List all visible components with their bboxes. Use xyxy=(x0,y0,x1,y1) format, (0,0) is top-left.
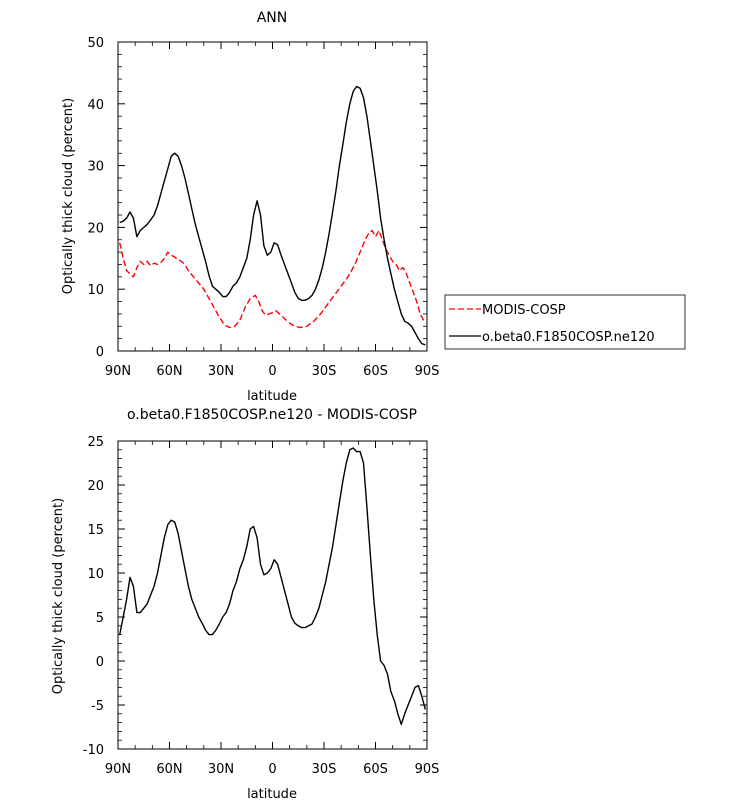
bottom-x-tick-label: 60S xyxy=(363,762,388,777)
top-panel: ANN 0 10 20 30 40 50 90N 60N 30N 0 30S 60S 90S latit… xyxy=(61,10,686,404)
bottom-x-tick-label: 30N xyxy=(208,762,234,777)
top-x-tick-label: 90S xyxy=(415,364,440,379)
bottom-y-tick-label: 20 xyxy=(87,479,104,494)
top-plot-frame xyxy=(117,41,428,352)
top-x-tick-label: 30S xyxy=(312,364,337,379)
top-x-tick-label: 90N xyxy=(105,364,131,379)
legend: MODIS-COSP o.beta0.F1850COSP.ne120 xyxy=(444,294,686,350)
top-series-line-modis-cosp xyxy=(119,229,426,329)
bottom-y-tick-label: 0 xyxy=(96,655,104,670)
top-y-tick-label: 40 xyxy=(87,98,104,113)
bottom-y-tick-label: 25 xyxy=(87,435,104,450)
top-y-tick-label: 30 xyxy=(87,160,104,175)
bottom-y-tick-label: 5 xyxy=(96,611,104,626)
bottom-panel: o.beta0.F1850COSP.ne120 - MODIS-COSP -10… xyxy=(51,407,439,802)
bottom-plot-frame xyxy=(117,440,428,750)
bottom-ticks-layer: -10 -5 0 5 10 15 20 25 90N 60N 30N 0 30S 60S 90S xyxy=(83,435,440,777)
top-y-tick-label: 50 xyxy=(87,36,104,51)
bottom-y-tick-label: 10 xyxy=(87,567,104,582)
bottom-x-axis-label: latitude xyxy=(247,787,297,802)
legend-box xyxy=(444,294,686,350)
top-series-line-o-beta0-f1850cosp-ne120 xyxy=(119,85,426,346)
top-x-tick-label: 30N xyxy=(208,364,234,379)
top-y-tick-label: 0 xyxy=(96,345,104,360)
top-x-tick-label: 60N xyxy=(156,364,182,379)
bottom-x-tick-label: 90N xyxy=(105,762,131,777)
bottom-x-tick-label: 90S xyxy=(415,762,440,777)
bottom-y-axis-label: Optically thick cloud (percent) xyxy=(51,498,66,694)
bottom-chart-title: o.beta0.F1850COSP.ne120 - MODIS-COSP xyxy=(127,407,417,423)
legend-label-modis: MODIS-COSP xyxy=(482,303,566,318)
top-x-tick-label: 0 xyxy=(268,364,276,379)
top-y-tick-label: 20 xyxy=(87,221,104,236)
legend-label-model: o.beta0.F1850COSP.ne120 xyxy=(482,330,655,345)
bottom-x-tick-label: 60N xyxy=(156,762,182,777)
top-y-tick-label: 10 xyxy=(87,283,104,298)
top-chart-title: ANN xyxy=(257,10,288,26)
bottom-series-line-difference xyxy=(119,447,426,726)
bottom-series-layer xyxy=(119,447,426,726)
top-ticks-layer: 0 10 20 30 40 50 90N 60N 30N 0 30S 60S 90S xyxy=(87,36,439,379)
bottom-y-tick-label: -10 xyxy=(83,743,104,758)
top-x-tick-label: 60S xyxy=(363,364,388,379)
top-x-axis-label: latitude xyxy=(247,389,297,404)
top-series-layer xyxy=(119,85,426,346)
bottom-x-tick-label: 0 xyxy=(268,762,276,777)
bottom-y-tick-label: 15 xyxy=(87,523,104,538)
bottom-y-tick-label: -5 xyxy=(91,699,104,714)
bottom-x-tick-label: 30S xyxy=(312,762,337,777)
top-y-axis-label: Optically thick cloud (percent) xyxy=(61,98,76,294)
